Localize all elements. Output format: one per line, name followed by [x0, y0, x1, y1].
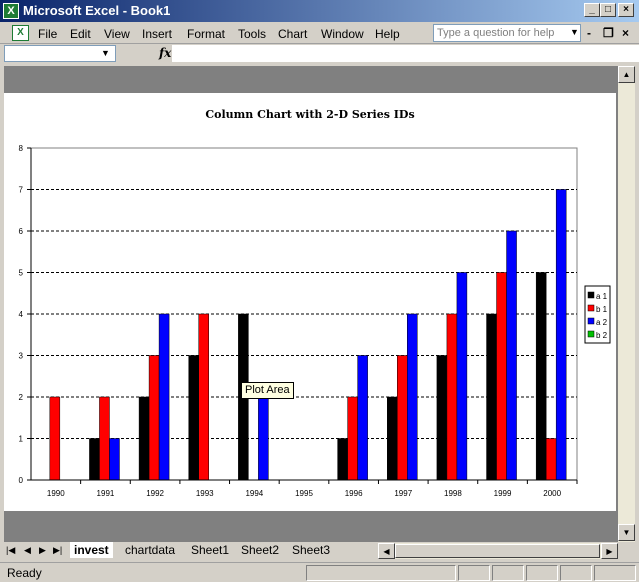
horizontal-scroll-thumb[interactable]	[395, 544, 600, 558]
workbook-icon[interactable]: X	[12, 25, 29, 41]
window-title: Microsoft Excel - Book1	[23, 3, 171, 18]
tab-sheet2[interactable]: Sheet2	[241, 543, 280, 557]
menu-format[interactable]: Format	[187, 27, 226, 41]
doc-minimize-icon[interactable]: -	[587, 26, 591, 40]
status-cell	[560, 565, 592, 581]
menu-view[interactable]: View	[104, 27, 130, 41]
scroll-down-icon[interactable]: ▼	[618, 524, 635, 541]
next-sheet-icon[interactable]: ▶	[39, 545, 46, 555]
tooltip: Plot Area	[241, 382, 294, 399]
tooltip-text: Plot Area	[245, 384, 290, 396]
tab-chartdata[interactable]: chartdata	[125, 543, 176, 557]
status-cell	[492, 565, 524, 581]
status-bar	[0, 562, 639, 582]
menu-chart[interactable]: Chart	[278, 27, 308, 41]
vertical-scrollbar[interactable]	[618, 66, 635, 542]
last-sheet-icon[interactable]: ▶|	[53, 545, 63, 555]
tab-sheet3[interactable]: Sheet3	[292, 543, 331, 557]
minimize-button[interactable]: _	[584, 3, 600, 17]
tab-sheet1[interactable]: Sheet1	[191, 543, 230, 557]
close-button[interactable]: ×	[618, 3, 634, 17]
status-cell	[594, 565, 636, 581]
menu-edit[interactable]: Edit	[70, 27, 91, 41]
chart-area[interactable]	[4, 93, 616, 511]
formula-input[interactable]	[172, 45, 639, 62]
tab-invest[interactable]: invest	[70, 542, 113, 558]
prev-sheet-icon[interactable]: ◀	[24, 545, 31, 555]
menu-file[interactable]: File	[38, 27, 58, 41]
status-text: Ready	[7, 566, 42, 580]
maximize-button[interactable]: □	[600, 3, 616, 17]
menu-window[interactable]: Window	[321, 27, 364, 41]
status-cell	[458, 565, 490, 581]
doc-restore-icon[interactable]: ❐	[603, 26, 614, 40]
title-bar: X Microsoft Excel - Book1 _ □ ×	[0, 0, 639, 22]
status-cell	[306, 565, 456, 581]
chevron-down-icon[interactable]: ▼	[570, 27, 579, 37]
insert-function-button[interactable]: fx	[159, 46, 172, 60]
name-box[interactable]	[4, 45, 116, 62]
first-sheet-icon[interactable]: |◀	[6, 545, 16, 555]
excel-icon[interactable]: X	[3, 3, 19, 19]
help-search-input[interactable]: Type a question for help	[433, 24, 581, 42]
scroll-left-icon[interactable]: ◀	[378, 543, 395, 559]
menu-tools[interactable]: Tools	[238, 27, 267, 41]
menu-insert[interactable]: Insert	[142, 27, 173, 41]
status-cell	[526, 565, 558, 581]
name-box-dropdown-icon[interactable]: ▼	[101, 48, 110, 58]
doc-close-icon[interactable]: ×	[622, 26, 630, 40]
scroll-right-icon[interactable]: ▶	[601, 543, 618, 559]
menu-help[interactable]: Help	[375, 27, 400, 41]
chart-title[interactable]: Column Chart with 2-D Series IDs	[205, 108, 415, 121]
scroll-up-icon[interactable]: ▲	[618, 66, 635, 83]
